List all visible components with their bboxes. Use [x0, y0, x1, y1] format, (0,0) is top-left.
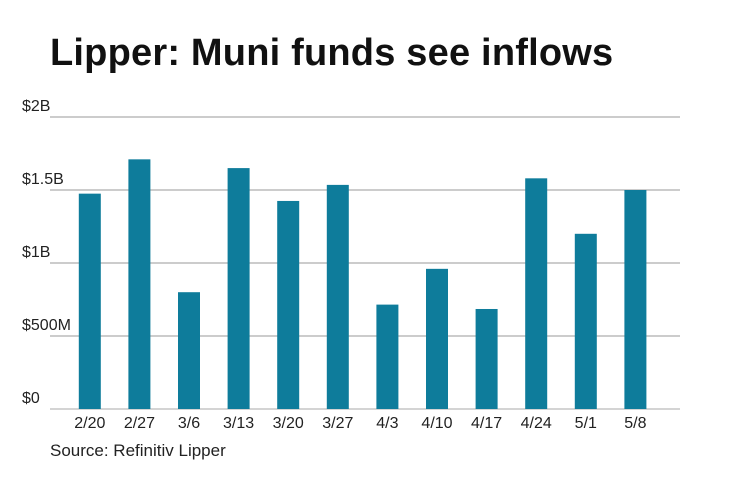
y-tick-label: $1B — [22, 244, 50, 261]
x-tick-label: 3/6 — [178, 415, 200, 432]
bar-2-27 — [128, 159, 151, 409]
x-tick-label: 4/17 — [471, 415, 502, 432]
bar-3-20 — [277, 200, 300, 409]
source-note: Source: Refinitiv Lipper — [50, 441, 226, 460]
x-tick-label: 4/24 — [521, 415, 552, 432]
y-tick-label: $1.5B — [22, 171, 64, 188]
bar-4-17 — [475, 308, 498, 409]
bar-3-27 — [326, 184, 349, 409]
bar-5-8 — [624, 190, 647, 409]
x-tick-label: 3/20 — [273, 415, 304, 432]
x-tick-label: 5/1 — [575, 415, 597, 432]
x-tick-label: 4/10 — [421, 415, 452, 432]
chart-title: Lipper: Muni funds see inflows — [50, 32, 614, 74]
bar-2-20 — [78, 193, 101, 409]
y-tick-label: $0 — [22, 390, 40, 407]
bars — [78, 159, 647, 409]
x-axis-labels: 2/20 2/27 3/6 3/13 3/20 3/27 4/3 4/10 4/17 4/24 5/… — [74, 415, 646, 432]
x-tick-label: 3/13 — [223, 415, 254, 432]
y-tick-label: $2B — [22, 98, 50, 115]
bar-4-10 — [426, 268, 448, 409]
y-axis-labels: $0 $500M $1B $1.5B $2B — [22, 98, 71, 407]
bar-4-3 — [376, 304, 399, 409]
bar-3-13 — [227, 168, 250, 409]
y-tick-label: $500M — [22, 317, 71, 334]
x-tick-label: 5/8 — [624, 415, 646, 432]
x-tick-label: 3/27 — [322, 415, 353, 432]
bar-3-6 — [178, 292, 200, 409]
bar-5-1 — [574, 233, 597, 409]
bar-4-24 — [525, 178, 548, 409]
x-tick-label: 2/27 — [124, 415, 155, 432]
x-tick-label: 4/3 — [376, 415, 398, 432]
x-tick-label: 2/20 — [74, 415, 105, 432]
